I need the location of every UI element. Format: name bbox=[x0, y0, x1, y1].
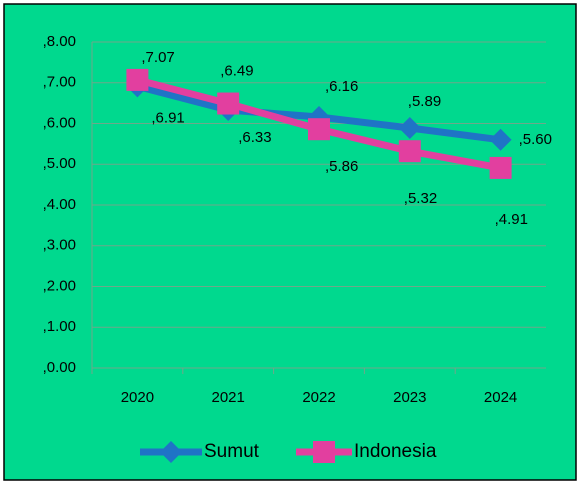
marker-square bbox=[217, 92, 240, 115]
data-label: ,6.33 bbox=[238, 129, 271, 146]
data-label: ,7.07 bbox=[141, 49, 174, 66]
marker-square bbox=[126, 68, 149, 91]
x-tick-label: 2023 bbox=[393, 389, 426, 406]
y-tick-label: ,3.00 bbox=[43, 237, 76, 254]
y-tick-label: ,0.00 bbox=[43, 359, 76, 376]
data-label: ,4.91 bbox=[495, 211, 528, 228]
marker-diamond bbox=[398, 116, 421, 139]
marker-square bbox=[489, 156, 512, 179]
x-tick-label: 2022 bbox=[302, 389, 335, 406]
x-tick-label: 2020 bbox=[121, 389, 154, 406]
marker-square bbox=[313, 441, 335, 463]
data-label: ,5.32 bbox=[404, 190, 437, 207]
data-label: ,6.91 bbox=[151, 109, 184, 126]
y-tick-label: ,2.00 bbox=[43, 277, 76, 294]
y-tick-label: ,1.00 bbox=[43, 318, 76, 335]
y-tick-label: ,4.00 bbox=[43, 196, 76, 213]
marker-diamond bbox=[160, 441, 182, 463]
legend-label: Indonesia bbox=[354, 441, 437, 462]
chart-background bbox=[3, 3, 577, 481]
legend-label: Sumut bbox=[204, 441, 260, 462]
data-label: ,5.89 bbox=[408, 93, 441, 110]
marker-square bbox=[398, 140, 421, 163]
marker-diamond bbox=[489, 128, 512, 151]
x-tick-label: 2021 bbox=[212, 389, 245, 406]
marker-square bbox=[308, 118, 330, 141]
data-label: ,6.49 bbox=[220, 63, 253, 80]
data-label: ,6.16 bbox=[325, 78, 358, 95]
data-label: ,5.86 bbox=[325, 158, 358, 175]
y-tick-label: ,7.00 bbox=[43, 74, 76, 91]
y-tick-label: ,5.00 bbox=[43, 155, 76, 172]
y-tick-label: ,6.00 bbox=[43, 114, 76, 131]
y-tick-label: ,8.00 bbox=[43, 33, 76, 50]
data-label: ,5.60 bbox=[519, 131, 552, 148]
x-tick-label: 2024 bbox=[484, 389, 517, 406]
